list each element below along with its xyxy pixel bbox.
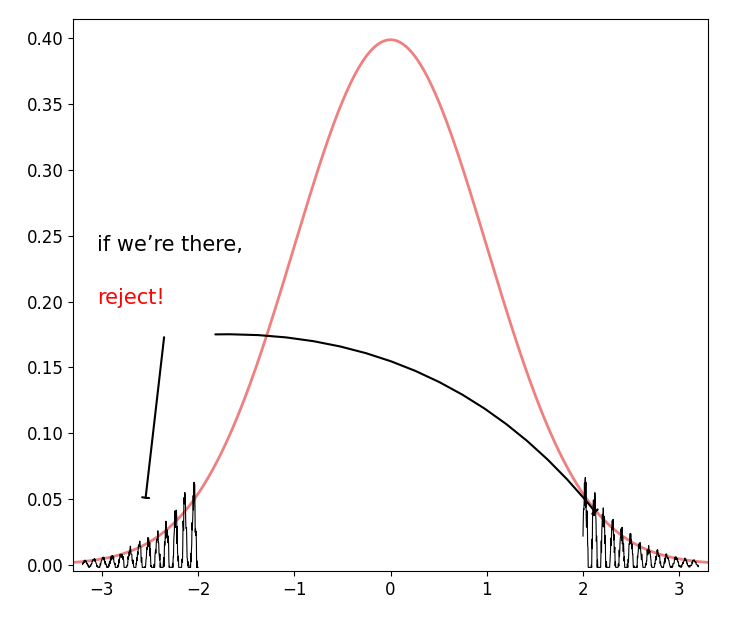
Text: reject!: reject! bbox=[97, 288, 165, 308]
Text: if we’re there,: if we’re there, bbox=[97, 235, 243, 255]
